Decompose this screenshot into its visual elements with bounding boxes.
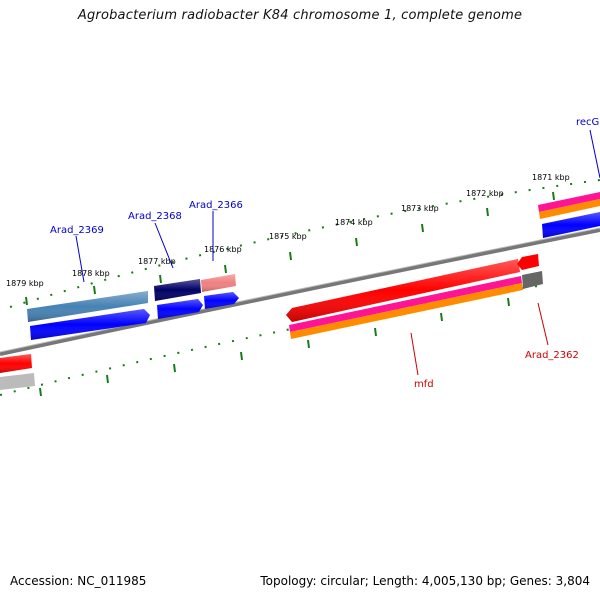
kbp-labels: 1871 kbp 1872 kbp 1873 kbp 1874 kbp 1875… [6, 173, 570, 288]
kbp-label: 1873 kbp [401, 204, 439, 213]
kbp-label: 1879 kbp [6, 279, 44, 288]
accession-text: Accession: NC_011985 [10, 574, 147, 588]
gene-label-arad-2362: Arad_2362 [525, 350, 579, 361]
gene-arad-2362-red[interactable] [517, 254, 539, 270]
kbp-label: 1872 kbp [466, 189, 504, 198]
major-ticks-bottom [39, 297, 510, 397]
kbp-label: 1871 kbp [532, 173, 570, 182]
gene-mfd-orange[interactable] [290, 283, 523, 339]
gene-label-arad-2369: Arad_2369 [50, 225, 104, 236]
forward-genes [27, 192, 600, 340]
tick-track-bottom [0, 284, 546, 396]
kbp-label: 1875 kbp [269, 232, 307, 241]
major-ticks-top [25, 191, 555, 306]
gene-label-mfd: mfd [414, 379, 434, 390]
kbp-label: 1877 kbp [138, 257, 176, 266]
genome-backbone [0, 228, 600, 356]
leader-lines [75, 129, 600, 376]
kbp-label: 1878 kbp [72, 269, 110, 278]
map-title: Agrobacterium radiobacter K84 chromosome… [77, 8, 523, 23]
gene-label-arad-2368: Arad_2368 [128, 211, 182, 222]
gene-left-gray[interactable] [0, 373, 35, 390]
reverse-genes [0, 254, 543, 390]
gene-label-recg: recG [576, 117, 599, 128]
gene-label-arad-2366: Arad_2366 [189, 200, 243, 211]
gene-recg-magenta[interactable] [538, 192, 600, 212]
kbp-label: 1876 kbp [204, 245, 242, 254]
topology-text: Topology: circular; Length: 4,005,130 bp… [260, 574, 590, 588]
tick-track-top [9, 179, 600, 308]
gene-arad-2362-gray[interactable] [522, 271, 543, 289]
kbp-label: 1874 kbp [335, 218, 373, 227]
gene-recg-orange[interactable] [539, 199, 600, 219]
gene-mfd-magenta[interactable] [289, 276, 522, 332]
